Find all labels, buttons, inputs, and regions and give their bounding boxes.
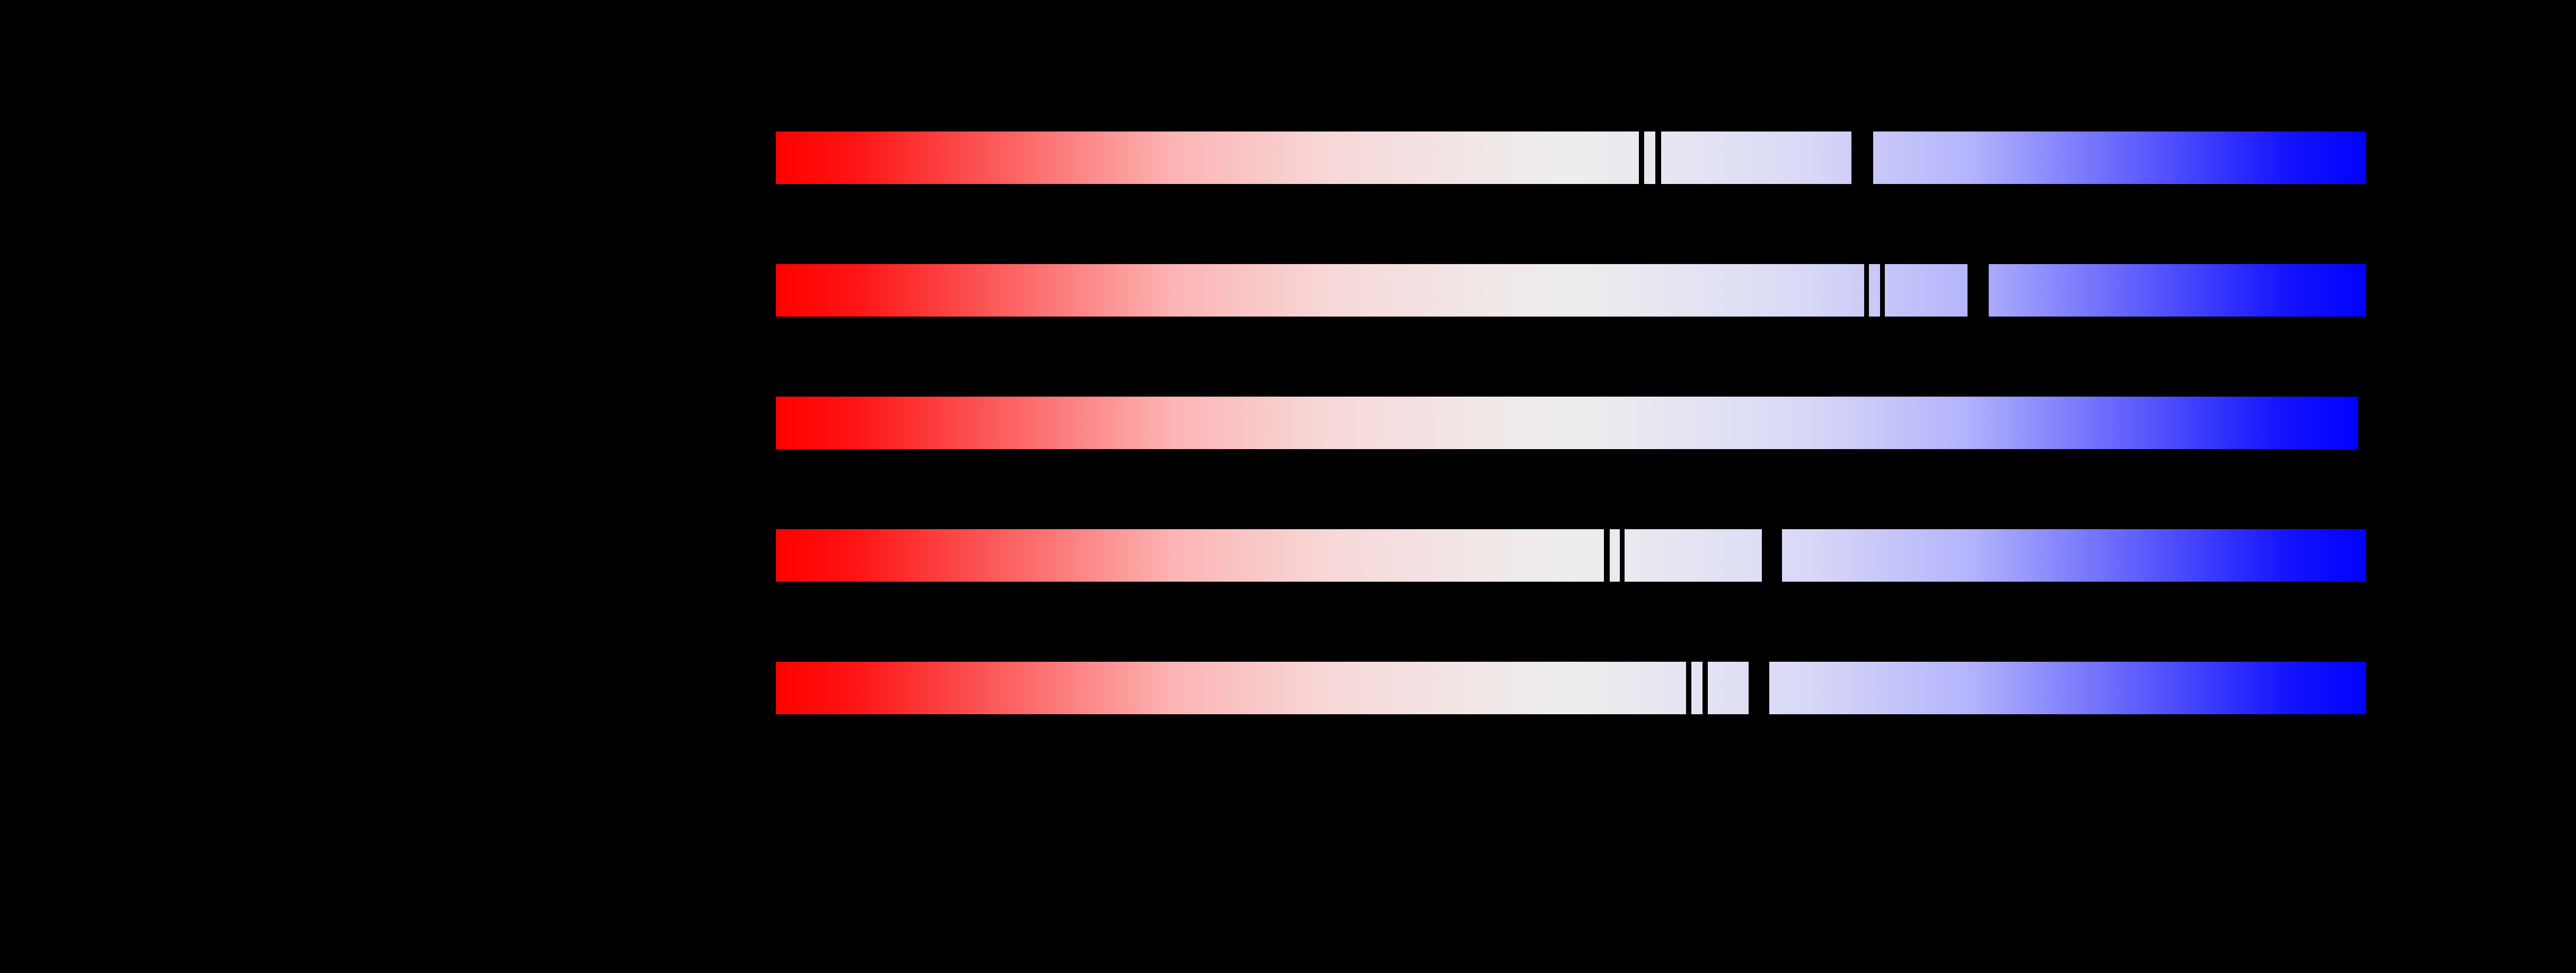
thick-tick-marker bbox=[1749, 661, 1769, 715]
thin-tick-marker bbox=[1604, 529, 1610, 582]
gradient-bar-5 bbox=[776, 661, 2366, 715]
thin-tick-marker bbox=[1864, 264, 1869, 317]
thin-tick-marker bbox=[1880, 264, 1885, 317]
thin-tick-marker bbox=[1639, 131, 1644, 185]
thick-tick-marker bbox=[1762, 529, 1782, 582]
gradient-bar-2 bbox=[776, 264, 2366, 317]
thick-tick-marker bbox=[1851, 131, 1873, 185]
gradient-bar-3 bbox=[776, 397, 2358, 449]
thin-tick-marker bbox=[1620, 529, 1625, 582]
thin-tick-marker bbox=[1702, 661, 1708, 715]
thin-tick-marker bbox=[1655, 131, 1661, 185]
gradient-bar-4 bbox=[776, 529, 2366, 582]
gradient-bar-1 bbox=[776, 131, 2366, 185]
thick-tick-marker bbox=[1968, 264, 1989, 317]
thin-tick-marker bbox=[1686, 661, 1691, 715]
